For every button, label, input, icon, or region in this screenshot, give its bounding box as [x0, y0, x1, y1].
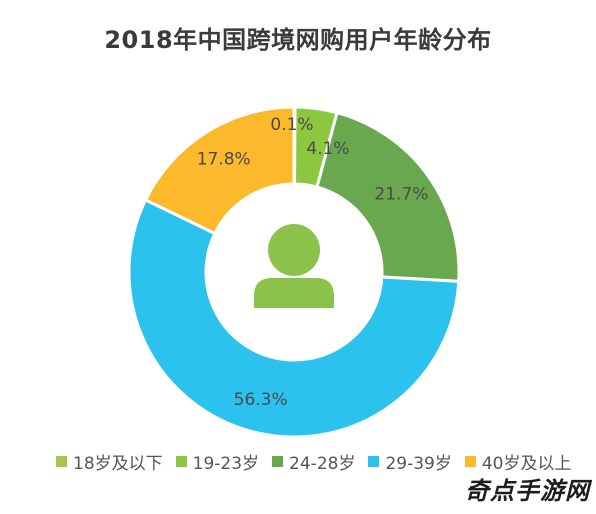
person-body [254, 278, 334, 308]
data-label-4: 17.8% [197, 150, 251, 170]
data-label-1: 4.1% [306, 139, 349, 159]
legend-swatch [56, 455, 67, 467]
data-label-2: 21.7% [374, 184, 428, 204]
data-label-0: 0.1% [270, 115, 313, 135]
slice-3[interactable] [127, 197, 461, 439]
watermark-logo: 奇点手游网 [458, 470, 596, 506]
legend-label: 29-39岁 [385, 453, 452, 474]
slice-4[interactable] [143, 105, 296, 236]
legend-item[interactable]: 24-28岁 [272, 449, 355, 474]
legend-label: 18岁及以下 [73, 453, 163, 474]
legend-item[interactable]: 29-39岁 [368, 449, 452, 474]
legend-item[interactable]: 18岁及以下 [56, 449, 163, 474]
slices-group [127, 105, 461, 439]
legend-swatch [272, 455, 284, 467]
legend-item[interactable]: 40岁及以上 [464, 449, 572, 474]
legend-item[interactable]: 19-23岁 [175, 449, 260, 474]
data-label-3: 56.3% [234, 390, 288, 410]
data-labels-group: 0.1% 4.1% 21.7% 56.3% 17.8% [197, 115, 429, 410]
legend-label: 19-23岁 [192, 453, 260, 474]
legend-label: 24-28岁 [289, 453, 356, 474]
chart-title: 2018年中国跨境网购用户年龄分布 [104, 26, 492, 54]
legend-swatch [464, 455, 476, 467]
legend-swatch [175, 455, 187, 467]
legend-swatch [368, 455, 380, 467]
slice-2[interactable] [315, 110, 461, 283]
person-head [268, 224, 320, 276]
person-icon [208, 186, 380, 358]
legend: 18岁及以下 19-23岁 24-28岁 29-39岁 40岁及以上 [56, 448, 596, 474]
legend-label: 40岁及以上 [481, 453, 572, 474]
